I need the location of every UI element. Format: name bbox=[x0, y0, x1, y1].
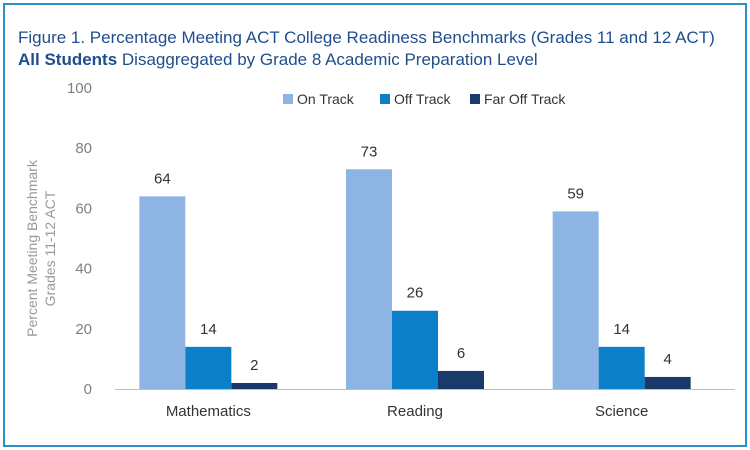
data-label: 73 bbox=[361, 143, 378, 160]
bar-on-track bbox=[346, 169, 392, 389]
data-label: 14 bbox=[613, 321, 630, 338]
title-line-1: Figure 1. Percentage Meeting ACT College… bbox=[18, 28, 715, 47]
data-label: 4 bbox=[663, 351, 671, 368]
bar-far-off-track bbox=[644, 376, 691, 389]
y-axis-label-line: Percent Meeting Benchmark bbox=[24, 159, 40, 337]
bar-off-track bbox=[598, 346, 645, 389]
bar-far-off-track bbox=[438, 370, 484, 389]
data-label: 59 bbox=[567, 185, 584, 202]
category-label: Reading bbox=[387, 403, 443, 420]
bar-off-track bbox=[392, 310, 438, 389]
data-label: 14 bbox=[200, 321, 217, 338]
title-rest-part: Disaggregated by Grade 8 Academic Prepar… bbox=[117, 50, 538, 69]
category-label: Science bbox=[595, 403, 648, 420]
y-tick-label: 0 bbox=[84, 381, 92, 398]
bar-far-off-track bbox=[231, 382, 278, 389]
category-label: Mathematics bbox=[166, 403, 251, 420]
y-tick-label: 60 bbox=[75, 200, 92, 217]
data-label: 26 bbox=[407, 285, 424, 302]
legend-swatch bbox=[283, 94, 293, 104]
data-label: 64 bbox=[154, 170, 171, 187]
y-tick-label: 80 bbox=[75, 140, 92, 157]
title-line-2: All Students Disaggregated by Grade 8 Ac… bbox=[18, 49, 739, 71]
bar-on-track bbox=[139, 196, 186, 389]
legend-swatch bbox=[380, 94, 390, 104]
y-tick-label: 40 bbox=[75, 261, 92, 278]
legend-label: Off Track bbox=[394, 91, 452, 107]
y-axis-label-line: Grades 11-12 ACT bbox=[42, 190, 58, 306]
legend-label: Far Off Track bbox=[484, 91, 566, 107]
legend-swatch bbox=[470, 94, 480, 104]
y-tick-label: 20 bbox=[75, 321, 92, 338]
figure-title: Figure 1. Percentage Meeting ACT College… bbox=[18, 27, 739, 71]
data-label: 6 bbox=[457, 345, 465, 362]
title-bold-part: All Students bbox=[18, 50, 118, 69]
y-tick-label: 100 bbox=[67, 80, 92, 97]
bar-on-track bbox=[552, 211, 599, 389]
legend-label: On Track bbox=[297, 91, 355, 107]
bar-off-track bbox=[185, 346, 232, 389]
data-label: 2 bbox=[250, 357, 258, 374]
